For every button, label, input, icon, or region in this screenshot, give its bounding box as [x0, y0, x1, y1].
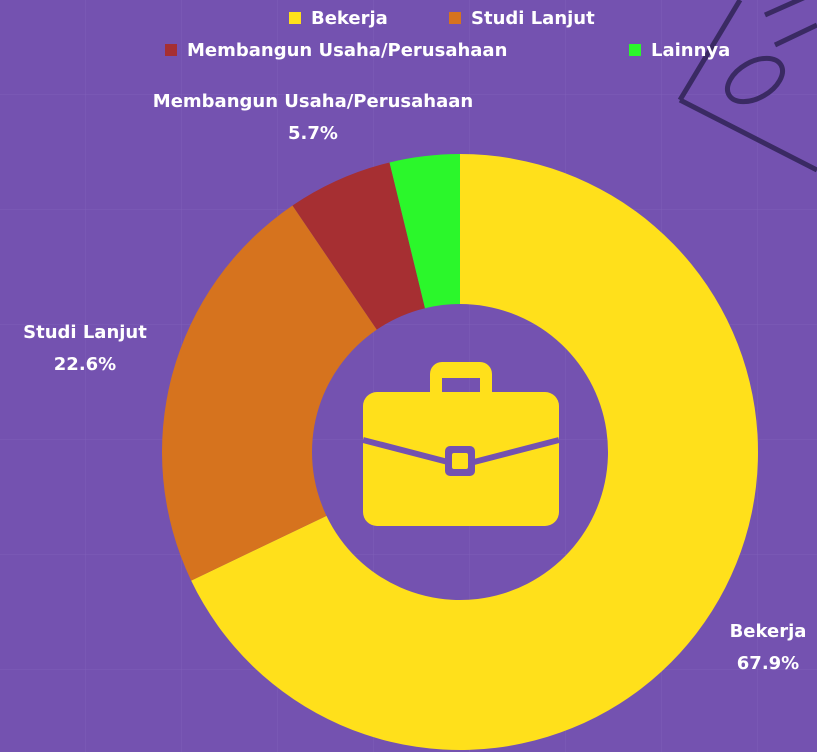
chart: Bekerja 67.9% Studi Lanjut 22.6% Membangun U… — [0, 0, 817, 752]
legend-swatch — [289, 12, 301, 24]
slice-value-label: 67.9% — [737, 653, 799, 674]
legend-label: Studi Lanjut — [471, 8, 595, 29]
slice-label: Bekerja — [730, 621, 807, 642]
slice-label: Studi Lanjut — [23, 322, 147, 343]
slice-value-label: 5.7% — [288, 123, 338, 144]
legend-label: Membangun Usaha/Perusahaan — [187, 40, 507, 61]
legend-label: Lainnya — [651, 40, 730, 61]
slice-value-label: 22.6% — [54, 354, 116, 375]
legend-swatch — [629, 44, 641, 56]
legend-label: Bekerja — [311, 8, 388, 29]
legend-swatch — [165, 44, 177, 56]
slice-label: Membangun Usaha/Perusahaan — [153, 91, 473, 112]
legend-swatch — [449, 12, 461, 24]
